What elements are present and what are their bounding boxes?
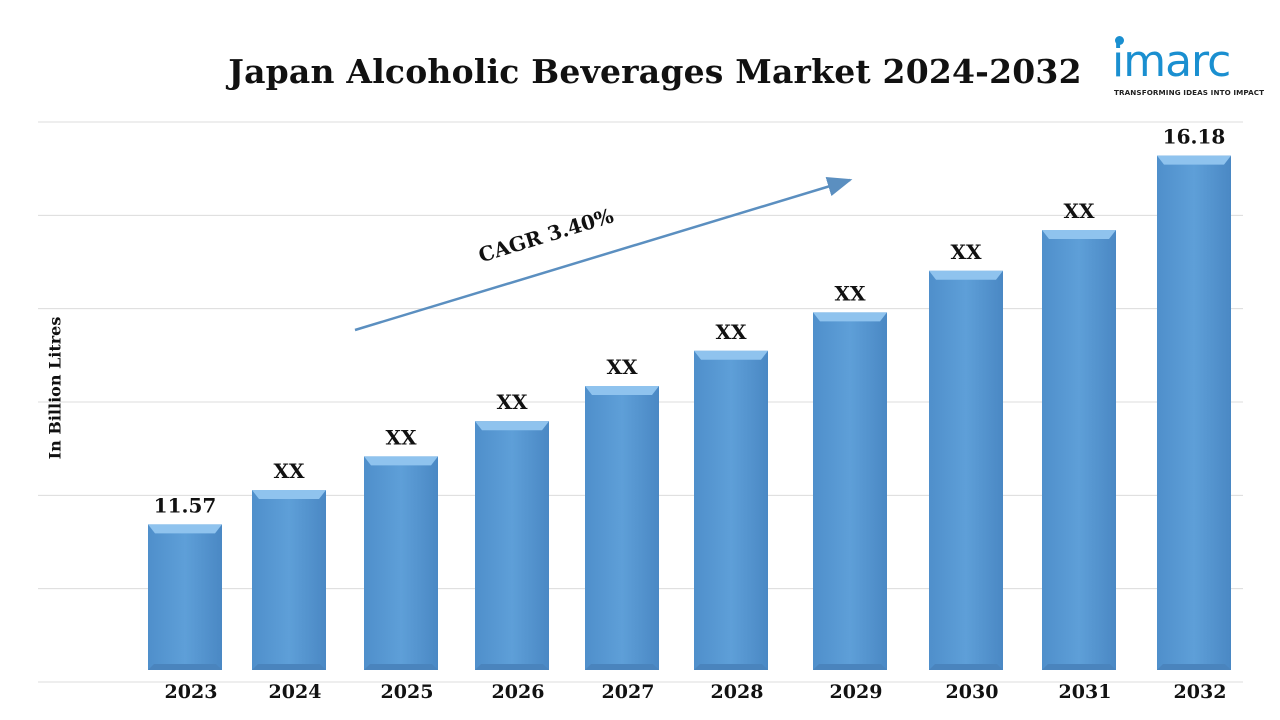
- bar-top-2030: [929, 270, 1003, 280]
- bar-base-2028: [694, 664, 768, 670]
- data-label: XX: [1063, 199, 1095, 223]
- chart-title: Japan Alcoholic Beverages Market 2024-20…: [228, 52, 1082, 91]
- bar-2024: [252, 490, 326, 670]
- bar-base-2024: [252, 664, 326, 670]
- x-tick-label: 2023: [165, 681, 218, 703]
- data-label: XX: [496, 390, 528, 414]
- x-tick-label: 2026: [492, 681, 545, 703]
- bar-top-2026: [475, 421, 549, 431]
- x-tick-label: 2028: [711, 681, 764, 703]
- data-label: 11.57: [154, 493, 217, 517]
- logo-wordmark: imarc: [1112, 36, 1231, 87]
- data-label: XX: [606, 355, 638, 379]
- bar-top-2028: [694, 350, 768, 360]
- bar-top-2027: [585, 386, 659, 395]
- bar-top-2025: [364, 456, 438, 466]
- bar-top-2032: [1157, 155, 1231, 165]
- x-tick-label: 2031: [1059, 681, 1112, 703]
- data-label: XX: [715, 320, 747, 344]
- bar-2031: [1042, 230, 1116, 670]
- x-tick-label: 2027: [602, 681, 655, 703]
- bars: [148, 155, 1231, 671]
- x-tick-label: 2024: [269, 681, 322, 703]
- x-tick-label: 2029: [830, 681, 883, 703]
- bar-base-2023: [148, 664, 222, 670]
- bar-base-2029: [813, 664, 887, 670]
- bar-2028: [694, 350, 768, 670]
- bar-2027: [585, 386, 659, 670]
- x-tick-label: 2032: [1174, 681, 1227, 703]
- logo-tagline: TRANSFORMING IDEAS INTO IMPACT: [1114, 88, 1265, 97]
- bar-2030: [929, 270, 1003, 670]
- bar-base-2025: [364, 664, 438, 670]
- logo-dot-icon: [1115, 36, 1124, 45]
- data-labels: 11.57 XX XX XX XX XX XX XX XX 16.18: [154, 125, 1226, 518]
- bar-top-2029: [813, 312, 887, 322]
- imarc-logo: imarc TRANSFORMING IDEAS INTO IMPACT: [1112, 36, 1265, 98]
- bar-top-2023: [148, 524, 222, 534]
- bar-2029: [813, 312, 887, 670]
- x-tick-labels: 2023 2024 2025 2026 2027 2028 2029 2030 2031 2032: [165, 681, 1227, 703]
- data-label: XX: [385, 425, 417, 449]
- data-label: XX: [950, 240, 982, 264]
- bar-2023: [148, 524, 222, 670]
- bar-base-2026: [475, 664, 549, 670]
- bar-top-2024: [252, 490, 326, 499]
- bar-base-2030: [929, 664, 1003, 670]
- bar-2025: [364, 456, 438, 670]
- bar-base-2032: [1157, 664, 1231, 670]
- data-label: 16.18: [1163, 125, 1226, 149]
- bar-top-2031: [1042, 230, 1116, 239]
- data-label: XX: [834, 281, 866, 305]
- x-tick-label: 2030: [946, 681, 999, 703]
- bar-base-2027: [585, 664, 659, 670]
- bar-base-2031: [1042, 664, 1116, 670]
- data-label: XX: [273, 459, 305, 483]
- x-tick-label: 2025: [381, 681, 434, 703]
- cagr-arrow: [354, 176, 853, 332]
- bar-2032: [1157, 155, 1231, 671]
- bar-2026: [475, 421, 549, 670]
